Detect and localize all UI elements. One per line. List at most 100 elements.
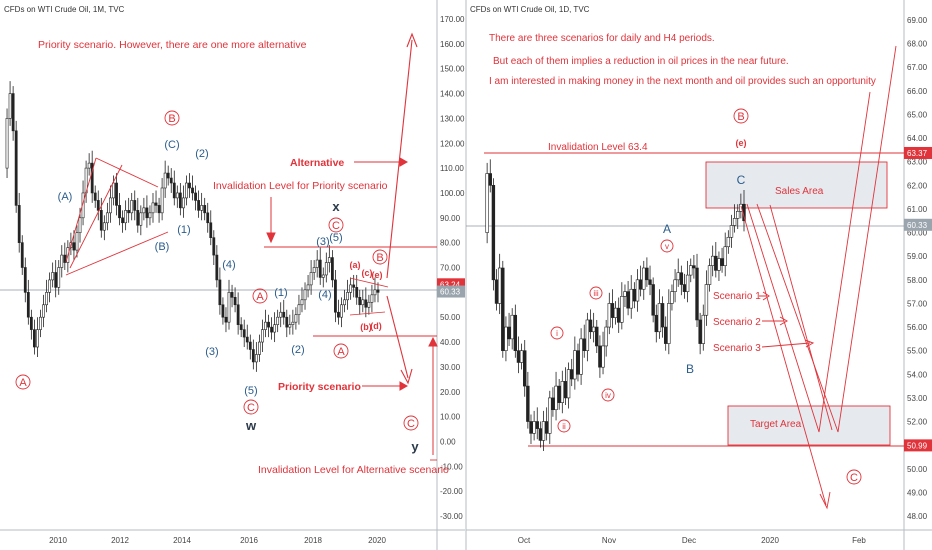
target-area-box: [727, 405, 891, 446]
y-tick-label: 54.00: [907, 370, 928, 379]
candle-body: [130, 200, 134, 214]
candle-body: [720, 258, 724, 266]
candle-body: [57, 267, 61, 288]
candle-body: [109, 197, 112, 214]
candle-body: [334, 279, 337, 313]
candle-body: [349, 284, 353, 293]
candle-body: [285, 316, 289, 328]
candle-body: [112, 182, 115, 199]
wave-e-right: (e): [736, 138, 747, 148]
candle-body: [90, 162, 94, 194]
alt-invalidation-label: Invalidation Level for Alternative scena…: [258, 464, 449, 476]
wave-3: (3): [205, 346, 218, 358]
candle-body: [532, 421, 536, 434]
wave-5: (5): [244, 385, 257, 397]
candle-body: [714, 255, 718, 271]
wave-c-small: (c): [362, 268, 373, 278]
candle-body: [221, 304, 225, 318]
y-tick-label: 110.00: [440, 164, 464, 173]
candle-body: [175, 192, 179, 199]
x-tick-label: 2014: [173, 536, 191, 545]
candle-body: [507, 326, 511, 340]
candle-body: [270, 326, 273, 333]
right-candles: [485, 159, 746, 452]
candle-body: [494, 279, 499, 304]
candle-body: [87, 162, 91, 169]
wave-v: v: [665, 242, 669, 251]
wave-3b: (3): [316, 236, 329, 248]
candle-body: [327, 257, 331, 263]
candle-body: [667, 303, 671, 344]
candle-body: [279, 311, 283, 318]
wave-A-right: A: [337, 346, 345, 358]
candle-body: [14, 130, 18, 206]
y-tick-label: 150.00: [440, 65, 465, 74]
candle-body: [736, 211, 740, 219]
y-tick-label: 67.00: [907, 63, 928, 72]
left-plot-area: [0, 0, 437, 530]
price-tag-label: 50.99: [907, 441, 928, 450]
candle-body: [538, 428, 543, 441]
y-tick-label: -10.00: [440, 462, 463, 471]
candle-body: [330, 257, 334, 281]
wave-C1: (C): [164, 139, 179, 151]
candle-body: [300, 299, 304, 306]
candle-body: [115, 182, 118, 206]
y-tick-label: 0.00: [440, 437, 456, 446]
candle-body: [551, 397, 555, 411]
wave-i: i: [556, 329, 558, 338]
candle-body: [504, 326, 508, 351]
x-tick-label: Feb: [852, 536, 866, 545]
candle-body: [557, 385, 561, 403]
candle-body: [654, 314, 658, 333]
candle-body: [324, 262, 328, 276]
left-y-ticks: 170.00 160.00 150.00 140.00 130.00 120.00 110.…: [440, 15, 465, 521]
y-tick-label: 30.00: [440, 363, 461, 372]
candle-body: [99, 210, 103, 231]
candle-body: [588, 319, 593, 333]
y-tick-label: 69.00: [907, 16, 928, 25]
candle-body: [181, 197, 185, 209]
wave-A2: (A): [58, 191, 73, 203]
wave-C-end: C: [407, 418, 415, 430]
candle-body: [145, 207, 149, 219]
right-note-2: But each of them implies a reduction in …: [493, 56, 789, 67]
wave-C-circle: C: [247, 402, 255, 414]
wave-B1: (B): [155, 241, 170, 253]
wave-b-small: (b): [360, 322, 372, 332]
candle-body: [5, 118, 9, 169]
candle-body: [582, 338, 586, 351]
candle-body: [563, 381, 568, 399]
candle-body: [233, 297, 237, 306]
candle-body: [209, 222, 213, 238]
y-tick-label: 80.00: [440, 239, 461, 248]
y-tick-label: 55.00: [907, 347, 928, 356]
right-chart: CFDs on WTI Crude Oil, 1D, TVC 69.00 68.0…: [465, 0, 932, 550]
scenario-1-label: Scenario 1: [713, 291, 761, 302]
y-tick-label: 10.00: [440, 413, 461, 422]
candle-body: [501, 267, 505, 351]
wave-Y: y: [411, 439, 419, 454]
x-tick-label: 2010: [49, 536, 67, 545]
candle-body: [118, 205, 121, 219]
candle-body: [178, 192, 182, 209]
wave-1: (1): [177, 224, 190, 236]
invalidation-label-right: Invalidation Level 63.4: [548, 142, 648, 153]
candle-body: [710, 255, 715, 266]
candle-body: [239, 324, 243, 330]
priority-invalidation-label: Invalidation Level for Priority scenario: [213, 180, 388, 192]
candle-body: [318, 259, 322, 278]
candle-body: [373, 289, 377, 296]
y-tick-label: 20.00: [440, 388, 461, 397]
candle-body: [701, 314, 705, 344]
candle-body: [610, 303, 615, 318]
candle-body: [535, 421, 539, 429]
candle-body: [579, 338, 583, 375]
candle-body: [54, 272, 58, 288]
y-tick-label: 48.00: [907, 512, 928, 521]
wave-B-big: B: [737, 111, 744, 123]
candle-body: [343, 299, 346, 306]
candle-body: [191, 187, 194, 194]
candle-body: [591, 326, 596, 333]
